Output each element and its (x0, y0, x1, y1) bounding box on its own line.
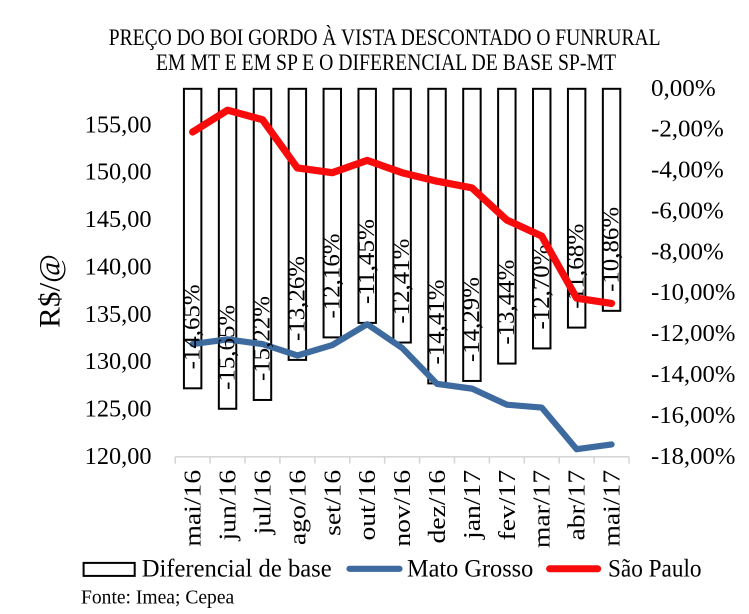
svg-text:-15,65%: -15,65% (215, 305, 241, 390)
svg-text:EM MT E EM SP E O DIFERENCIAL: EM MT E EM SP E O DIFERENCIAL DE BASE SP… (156, 50, 616, 76)
svg-text:-10,00%: -10,00% (651, 280, 735, 306)
svg-text:-6,00%: -6,00% (651, 199, 724, 225)
svg-text:Mato Grosso: Mato Grosso (407, 556, 533, 583)
svg-text:-13,44%: -13,44% (494, 260, 520, 345)
svg-text:-14,29%: -14,29% (459, 277, 485, 362)
svg-text:ago/16: ago/16 (284, 470, 311, 545)
svg-text:135,00: 135,00 (85, 302, 152, 328)
svg-text:dez/16: dez/16 (423, 470, 450, 544)
svg-text:-12,16%: -12,16% (319, 233, 345, 318)
svg-text:mai/16: mai/16 (179, 470, 206, 547)
svg-text:0,00%: 0,00% (651, 76, 716, 102)
svg-text:120,00: 120,00 (85, 444, 152, 470)
svg-text:mai/17: mai/17 (598, 470, 625, 547)
svg-text:125,00: 125,00 (85, 396, 152, 422)
svg-text:-14,00%: -14,00% (651, 362, 735, 388)
svg-text:R$/@: R$/@ (34, 254, 67, 328)
svg-text:130,00: 130,00 (85, 349, 152, 375)
svg-text:jun/16: jun/16 (214, 470, 241, 542)
svg-text:-13,26%: -13,26% (284, 256, 310, 341)
svg-text:abr/17: abr/17 (563, 470, 590, 541)
svg-text:jul/16: jul/16 (249, 470, 276, 536)
svg-text:-15,22%: -15,22% (249, 296, 275, 381)
svg-text:-8,00%: -8,00% (651, 239, 724, 265)
svg-text:Diferencial de base: Diferencial de base (142, 556, 332, 583)
svg-text:nov/16: nov/16 (389, 470, 416, 547)
svg-text:150,00: 150,00 (85, 160, 152, 186)
svg-text:Fonte: Imea; Cepea: Fonte: Imea; Cepea (81, 588, 235, 609)
svg-text:-16,00%: -16,00% (651, 403, 735, 429)
svg-text:mar/17: mar/17 (528, 470, 555, 548)
svg-text:-2,00%: -2,00% (651, 117, 724, 143)
svg-text:140,00: 140,00 (85, 254, 152, 280)
svg-text:145,00: 145,00 (85, 207, 152, 233)
svg-text:-11,45%: -11,45% (354, 219, 380, 304)
svg-text:-12,41%: -12,41% (389, 239, 415, 324)
svg-text:-4,00%: -4,00% (651, 158, 724, 184)
svg-text:-14,65%: -14,65% (180, 284, 206, 369)
svg-text:155,00: 155,00 (85, 112, 152, 138)
svg-text:PREÇO DO BOI GORDO À VISTA DES: PREÇO DO BOI GORDO À VISTA DESCONTADO O … (109, 25, 661, 51)
svg-text:-14,41%: -14,41% (424, 279, 450, 364)
svg-text:São Paulo: São Paulo (608, 556, 702, 583)
svg-text:-12,00%: -12,00% (651, 321, 735, 347)
svg-text:fev/17: fev/17 (493, 470, 520, 541)
svg-text:-18,00%: -18,00% (651, 444, 735, 470)
svg-text:set/16: set/16 (319, 470, 346, 536)
svg-text:jan/17: jan/17 (458, 470, 485, 540)
svg-text:-10,86%: -10,86% (599, 207, 625, 292)
svg-text:out/16: out/16 (354, 470, 381, 541)
